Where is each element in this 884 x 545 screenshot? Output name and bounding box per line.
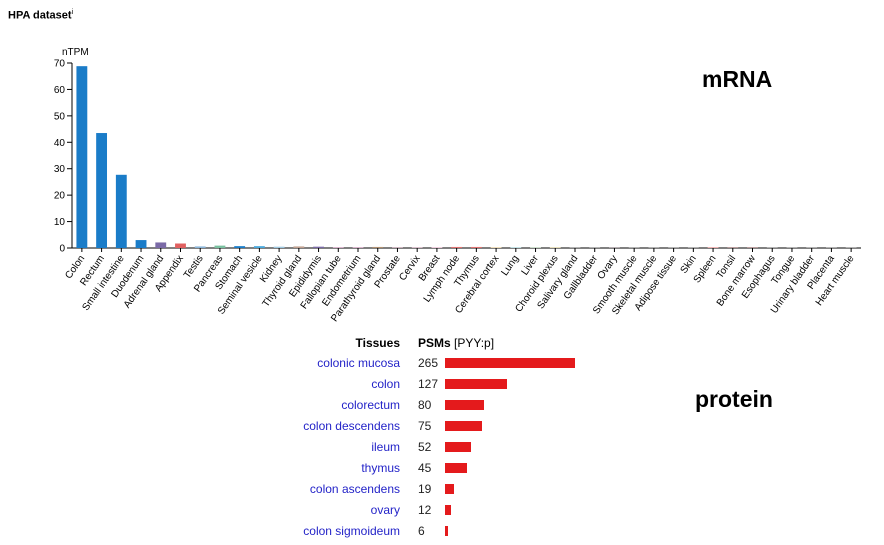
mrna-bar (273, 246, 285, 248)
psm-bar (445, 379, 508, 389)
psm-count: 265 (418, 356, 439, 370)
y-tick-label: 60 (54, 85, 66, 96)
y-tick-label: 0 (59, 244, 65, 255)
psm-count: 6 (418, 524, 425, 538)
tissue-link[interactable]: thymus (361, 461, 400, 475)
info-icon[interactable]: i (71, 9, 74, 16)
psm-count: 52 (418, 440, 432, 454)
mrna-bar (510, 247, 522, 248)
psm-bar (445, 526, 448, 536)
psm-bar (445, 421, 482, 431)
tissue-link[interactable]: colon sigmoideum (303, 524, 400, 538)
mrna-bar (253, 246, 265, 248)
mrna-bar (115, 174, 127, 248)
mrna-section-label: mRNA (702, 66, 773, 92)
mrna-bar (411, 247, 423, 248)
tissue-link[interactable]: colon (371, 377, 400, 391)
mrna-bar (352, 247, 364, 248)
psm-bar (445, 442, 471, 452)
mrna-bar (135, 240, 147, 248)
psm-bar (445, 505, 451, 515)
tissue-link[interactable]: colon ascendens (309, 482, 400, 496)
psms-header-label: PSMs (418, 336, 451, 350)
mrna-bar (194, 246, 206, 248)
mrna-bar (96, 133, 108, 248)
mrna-bar (332, 247, 344, 248)
mrna-bar (490, 247, 502, 248)
mrna-bar (431, 247, 443, 248)
y-tick-label: 20 (54, 191, 66, 202)
mrna-bar (234, 246, 246, 248)
tissue-link[interactable]: colorectum (341, 398, 400, 412)
psm-count: 12 (418, 503, 432, 517)
psm-bar (445, 484, 455, 494)
tissue-link[interactable]: ovary (370, 503, 400, 517)
mrna-bar (530, 247, 541, 248)
mrna-bar (155, 242, 167, 248)
x-tick-label: Lung (499, 253, 521, 278)
mrna-bar (392, 247, 403, 248)
mrna-bar (76, 66, 88, 249)
y-tick-label: 70 (54, 59, 66, 70)
dataset-title-text: HPA dataset (8, 9, 72, 22)
psm-count: 127 (418, 377, 439, 391)
psm-count: 75 (418, 419, 432, 433)
tissue-link[interactable]: ileum (371, 440, 400, 454)
y-tick-label: 10 (54, 217, 66, 228)
y-tick-label: 50 (54, 111, 66, 122)
psm-bar (445, 400, 485, 410)
tissue-link[interactable]: colon descendens (303, 419, 400, 433)
mrna-bar (451, 246, 463, 248)
mrna-bar (313, 246, 324, 248)
mrna-bar (293, 246, 305, 248)
psm-count: 19 (418, 482, 432, 496)
tissues-column-header: Tissues (355, 336, 400, 350)
psms-column-header: PSMs [PYY:p] (418, 336, 494, 350)
mrna-bar (549, 247, 561, 248)
psm-count: 80 (418, 398, 432, 412)
psms-header-peptide: [PYY:p] (454, 336, 495, 350)
psm-bar (445, 358, 575, 368)
y-tick-label: 40 (54, 138, 66, 149)
psm-count: 45 (418, 461, 432, 475)
mrna-bar (372, 246, 384, 248)
y-axis-label: nTPM (62, 47, 89, 58)
protein-section-label: protein (695, 386, 773, 412)
dataset-title: HPA dataseti (8, 9, 73, 22)
mrna-bar (470, 246, 482, 248)
mrna-bar (214, 245, 226, 248)
mrna-bar (175, 243, 186, 248)
y-tick-label: 30 (54, 164, 66, 175)
tissue-link[interactable]: colonic mucosa (317, 356, 400, 370)
mrna-bar (707, 247, 719, 248)
psm-bar (445, 463, 468, 473)
